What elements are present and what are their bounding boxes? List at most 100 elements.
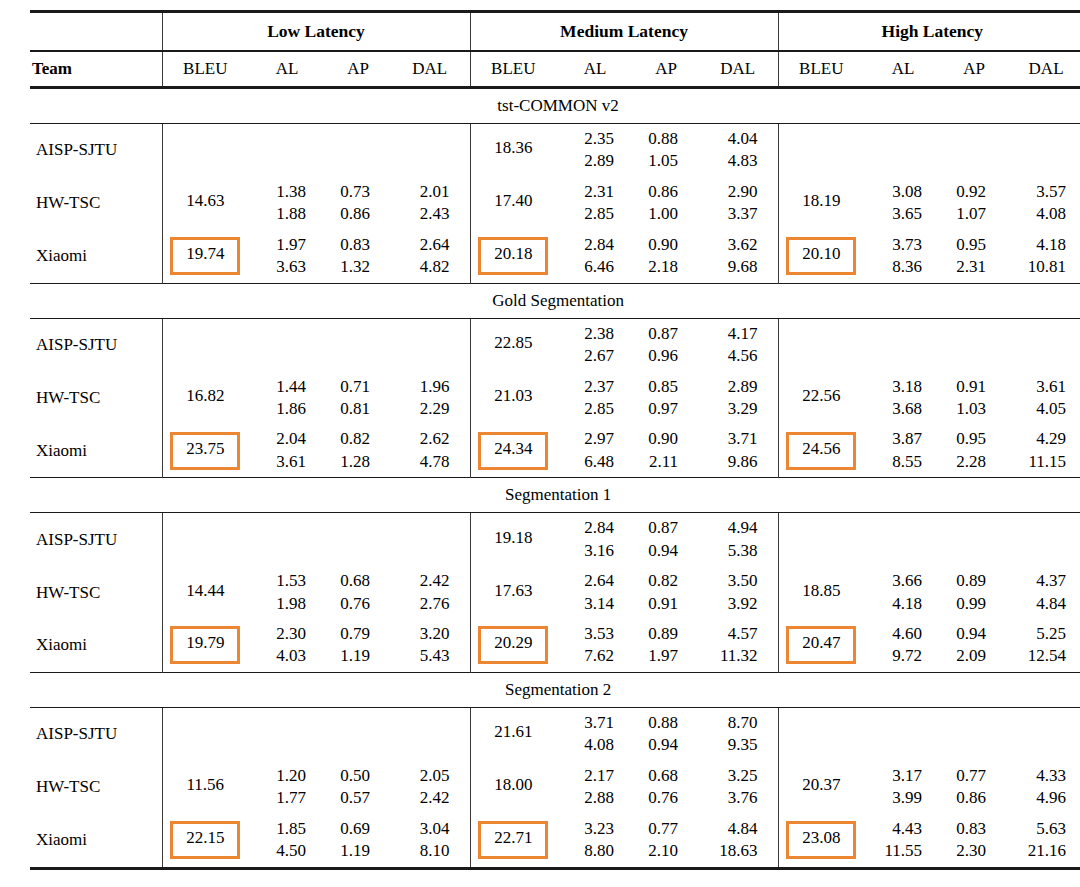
metric-value: 3.18 [864,376,922,398]
dal-cell-high: 4.1810.81 [1006,230,1080,283]
metric-value: 2.90 [698,181,758,203]
metric-value: 4.84 [698,818,758,840]
dal-cell-low: 3.205.43 [390,619,470,672]
bleu-highlight-box: 23.75 [170,432,240,470]
metric-value: 4.08 [556,734,614,756]
bleu-highlight-box: 20.47 [786,626,856,664]
al-cell-medium: 2.846.46 [556,230,634,283]
metric-value [1006,150,1066,172]
metric-value: 4.96 [1006,787,1066,809]
metric-value: 8.70 [698,712,758,734]
metric-value [326,323,370,345]
metric-value: 3.57 [1006,181,1066,203]
metric-value [942,712,986,734]
dal-cell-medium: 3.719.86 [698,424,778,477]
dal-cell-medium: 3.629.68 [698,230,778,283]
metric-value: 6.46 [556,256,614,278]
metric-value [390,518,450,540]
section-title-row: Gold Segmentation [30,283,1080,318]
al-cell-low [248,513,326,566]
table-row: AISP-SJTU19.182.843.160.870.944.945.38 [30,513,1080,566]
metric-value: 0.81 [326,398,370,420]
al-cell-low: 1.854.50 [248,814,326,868]
metric-value: 0.97 [634,398,678,420]
metric-value: 2.42 [390,570,450,592]
dal-cell-low: 2.644.82 [390,230,470,283]
metric-value: 0.76 [634,787,678,809]
metric-value [1006,540,1066,562]
metric-value [864,323,922,345]
bleu-cell-high: 24.56 [778,424,864,477]
metric-value: 3.14 [556,593,614,615]
metric-value: 0.83 [942,818,986,840]
metric-value [326,518,370,540]
table-body: tst-COMMON v2AISP-SJTU18.362.352.890.881… [30,88,1080,869]
team-name: Xiaomi [30,814,162,868]
bleu-cell-low: 16.82 [162,372,248,425]
al-cell-low [248,707,326,760]
metric-value [326,128,370,150]
ap-cell-low: 0.791.19 [326,619,390,672]
dal-cell-low: 1.962.29 [390,372,470,425]
bleu-cell-low: 22.15 [162,814,248,868]
metric-value: 2.31 [942,256,986,278]
metric-value [1006,518,1066,540]
bleu-value: 17.63 [481,577,545,609]
metric-value: 11.32 [698,645,758,667]
metric-value: 4.04 [698,128,758,150]
metric-value: 1.03 [942,398,986,420]
metric-value: 0.95 [942,428,986,450]
metric-value: 0.50 [326,765,370,787]
metric-value: 3.20 [390,623,450,645]
bleu-cell-medium: 21.03 [470,372,556,425]
bleu-cell-high [778,124,864,177]
metric-value: 18.63 [698,840,758,862]
metric-value [942,128,986,150]
metric-value: 11.15 [1006,451,1066,473]
bleu-value: 21.61 [481,718,545,750]
dal-cell-low: 2.052.42 [390,761,470,814]
metric-value: 3.87 [864,428,922,450]
bleu-cell-medium: 21.61 [470,707,556,760]
metric-value: 4.18 [1006,234,1066,256]
metric-value: 0.77 [942,765,986,787]
col-header-ap: AP [942,51,1006,88]
table-row: AISP-SJTU21.613.714.080.880.948.709.35 [30,707,1080,760]
metric-value [326,540,370,562]
team-name: HW-TSC [30,761,162,814]
al-cell-low: 1.441.86 [248,372,326,425]
bleu-cell-low [162,124,248,177]
col-header-al: AL [556,51,634,88]
dal-cell-high: 3.574.08 [1006,177,1080,230]
table-row: Xiaomi23.752.043.610.821.282.624.7824.34… [30,424,1080,477]
metric-value: 11.55 [864,840,922,862]
metric-value: 2.76 [390,593,450,615]
metric-value [248,150,306,172]
metric-value: 2.09 [942,645,986,667]
metric-value: 0.99 [942,593,986,615]
col-header-dal: DAL [390,51,470,88]
dal-cell-medium: 4.044.83 [698,124,778,177]
metric-value: 3.25 [698,765,758,787]
dal-cell-medium: 3.253.76 [698,761,778,814]
latency-group-header-medium: Medium Latency [470,12,778,52]
metric-value: 0.76 [326,593,370,615]
metric-value: 2.04 [248,428,306,450]
metric-value [1006,323,1066,345]
dal-cell-low: 2.422.76 [390,566,470,619]
bleu-cell-medium: 18.00 [470,761,556,814]
bleu-highlight-box: 20.10 [786,237,856,275]
metric-value [1006,345,1066,367]
latency-group-header-high: High Latency [778,12,1080,52]
bleu-value: 11.56 [173,771,237,803]
ap-cell-low: 0.691.19 [326,814,390,868]
section-title-row: Segmentation 1 [30,478,1080,513]
bleu-cell-low: 19.79 [162,619,248,672]
metric-value: 21.16 [1006,840,1066,862]
metric-value: 0.90 [634,234,678,256]
metric-value: 2.37 [556,376,614,398]
dal-cell-high [1006,707,1080,760]
metric-value: 2.43 [390,203,450,225]
al-cell-low: 1.973.63 [248,230,326,283]
dal-cell-medium: 8.709.35 [698,707,778,760]
